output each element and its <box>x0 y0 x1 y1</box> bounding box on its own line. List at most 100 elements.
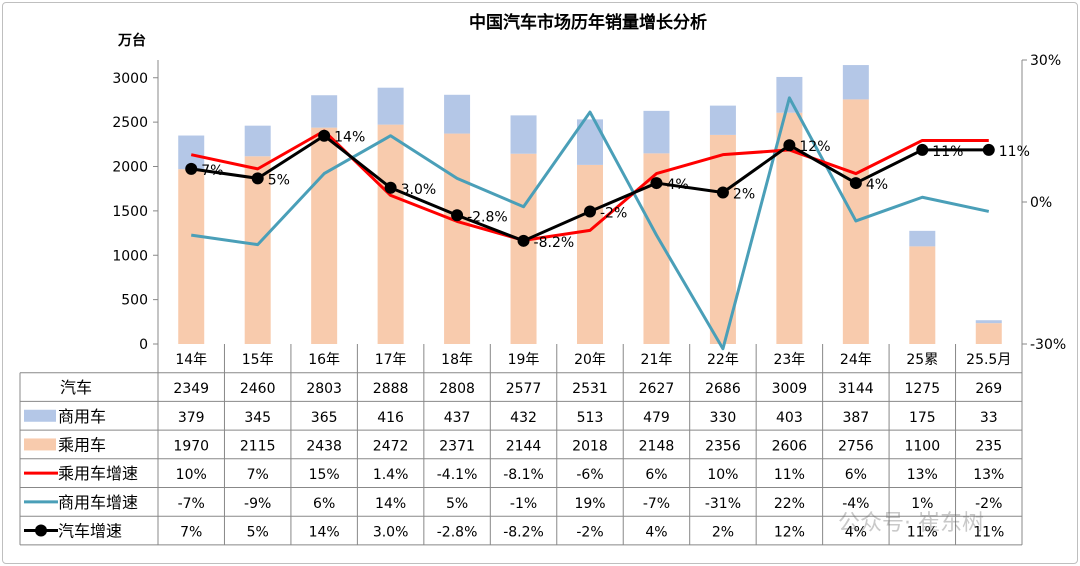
total-growth-point <box>185 162 198 175</box>
table-cell: -2% <box>975 496 1002 512</box>
right-tick-label: 0% <box>1030 195 1052 211</box>
table-cell: 3009 <box>772 381 808 397</box>
total-growth-point <box>451 209 464 222</box>
table-cell: -4.1% <box>437 467 478 483</box>
bar-passenger <box>577 164 603 344</box>
table-cell: 416 <box>377 410 404 426</box>
table-cell: 2356 <box>705 438 741 454</box>
table-cell: 14% <box>309 525 340 541</box>
bar-commercial <box>709 105 736 135</box>
total-growth-point <box>584 205 596 218</box>
category-label: 17年 <box>375 352 407 368</box>
table-cell: 10% <box>707 467 738 483</box>
table-cell: 2460 <box>240 381 276 397</box>
table-cell: 13% <box>907 467 938 483</box>
table-cell: 7% <box>247 467 269 483</box>
table-cell: 2472 <box>373 438 409 454</box>
left-tick-label: 1000 <box>112 248 148 264</box>
bar-commercial <box>510 115 537 154</box>
chart-title: 中国汽车市场历年销量增长分析 <box>469 12 707 33</box>
bar-passenger <box>178 169 205 344</box>
left-tick-label: 2500 <box>112 115 148 131</box>
table-cell: 2531 <box>572 381 608 397</box>
table-cell: 2888 <box>373 381 409 397</box>
category-label: 25累 <box>906 352 938 368</box>
bar-commercial <box>311 95 338 128</box>
category-label: 23年 <box>773 352 805 368</box>
table-cell: 10% <box>176 467 207 483</box>
table-cell: 2148 <box>639 438 675 454</box>
total-growth-point <box>916 143 929 156</box>
total-growth-point <box>318 129 331 142</box>
legend-swatch <box>24 409 56 422</box>
table-cell: -6% <box>576 467 603 483</box>
table-cell: 4% <box>845 525 867 541</box>
table-cell: 11% <box>907 525 938 541</box>
table-row-header: 汽车增速 <box>58 522 122 541</box>
table-cell: -8.1% <box>503 467 544 483</box>
total-growth-point <box>982 143 995 156</box>
total-growth-point <box>384 181 397 194</box>
bar-passenger <box>510 153 537 344</box>
table-cell: 13% <box>973 467 1004 483</box>
table-cell: 2115 <box>240 438 276 454</box>
total-growth-data-label: 4% <box>866 177 888 193</box>
table-cell: 2606 <box>772 438 808 454</box>
bar-commercial <box>842 65 869 100</box>
table-cell: -2.8% <box>437 525 478 541</box>
total-growth-data-label: 4% <box>666 177 688 193</box>
total-growth-data-label: 7% <box>201 163 223 179</box>
table-cell: 479 <box>643 410 670 426</box>
table-cell: 12% <box>774 525 805 541</box>
right-tick-label: 30% <box>1030 53 1061 69</box>
category-label: 20年 <box>574 352 606 368</box>
bar-commercial <box>444 94 471 134</box>
table-row-header: 乘用车 <box>58 435 106 454</box>
right-tick-label: -30% <box>1030 337 1066 353</box>
total-growth-data-label: 11% <box>999 144 1030 160</box>
total-growth-point <box>650 177 663 190</box>
bar-commercial <box>643 110 670 154</box>
table-cell: 2756 <box>838 438 874 454</box>
total-growth-point <box>251 172 264 185</box>
category-label: 16年 <box>308 352 340 368</box>
total-growth-data-label: 14% <box>334 130 365 146</box>
table-cell: 7% <box>180 525 202 541</box>
total-growth-data-label: -8.2% <box>534 235 575 251</box>
table-cell: 2577 <box>506 381 542 397</box>
category-label: 25.5月 <box>966 352 1011 368</box>
table-cell: 3.0% <box>373 525 409 541</box>
table-cell: 2144 <box>506 438 542 454</box>
left-tick-label: 1500 <box>112 204 148 220</box>
total-growth-data-label: 11% <box>932 144 963 160</box>
total-growth-point <box>849 177 862 190</box>
table-cell: 432 <box>510 410 537 426</box>
category-label: 14年 <box>175 352 207 368</box>
table-cell: 403 <box>776 410 803 426</box>
category-label: 21年 <box>641 352 673 368</box>
table-cell: 22% <box>774 496 805 512</box>
bar-commercial <box>244 125 271 157</box>
table-row-header: 商用车增速 <box>58 493 138 512</box>
table-row-header: 乘用车增速 <box>58 464 138 483</box>
total-growth-data-label: 2% <box>733 187 755 203</box>
table-cell: 269 <box>975 381 1002 397</box>
table-cell: -7% <box>178 496 205 512</box>
total-growth-data-label: 3.0% <box>401 182 437 198</box>
table-cell: 1970 <box>173 438 209 454</box>
left-tick-label: 2000 <box>112 160 148 176</box>
table-cell: 437 <box>444 410 471 426</box>
table-cell: 4% <box>645 525 667 541</box>
total-growth-data-label: -2.8% <box>467 209 508 225</box>
table-cell: 1.4% <box>373 467 409 483</box>
bar-passenger <box>377 124 404 344</box>
table-cell: 379 <box>178 410 205 426</box>
table-cell: 175 <box>909 410 936 426</box>
total-growth-point <box>716 186 729 199</box>
table-cell: 2686 <box>705 381 741 397</box>
table-cell: 2438 <box>306 438 342 454</box>
table-cell: 1275 <box>904 381 940 397</box>
table-cell: 2349 <box>173 381 209 397</box>
category-label: 22年 <box>707 352 739 368</box>
